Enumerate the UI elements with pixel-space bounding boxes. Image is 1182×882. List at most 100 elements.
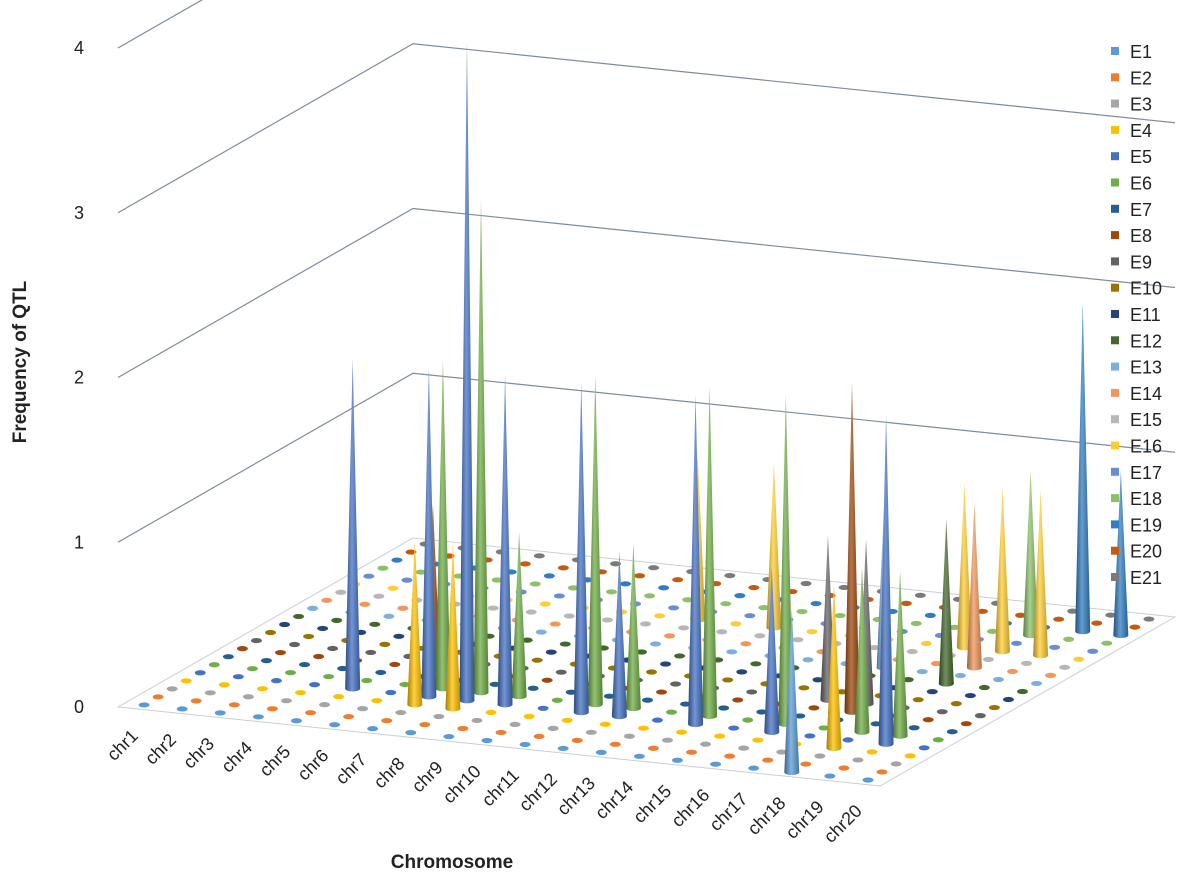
legend-swatch (1111, 178, 1119, 187)
zero-marker (988, 704, 1000, 711)
zero-marker (1105, 612, 1117, 618)
zero-marker (734, 593, 746, 599)
zero-marker (728, 725, 740, 731)
zero-marker (204, 690, 216, 696)
zero-marker (371, 697, 383, 704)
legend-item: E4 (1111, 121, 1152, 141)
legend-label: E9 (1130, 252, 1152, 272)
zero-marker (319, 702, 331, 708)
zero-marker (222, 654, 234, 660)
zero-marker (369, 621, 381, 627)
cone-mark (878, 414, 894, 747)
zero-marker (656, 689, 668, 695)
cone-body (345, 359, 361, 692)
zero-marker (367, 726, 379, 732)
zero-marker (671, 757, 683, 763)
zero-marker (335, 589, 347, 595)
zero-marker (533, 733, 545, 740)
zero-marker (818, 725, 830, 731)
x-tick-label: chr16 (667, 785, 713, 831)
zero-marker (1021, 660, 1033, 666)
legend-swatch (1111, 125, 1119, 134)
zero-marker (290, 718, 302, 724)
zero-marker (1091, 620, 1103, 626)
x-tick-label: chr10 (439, 761, 485, 807)
zero-marker (391, 557, 403, 563)
zero-marker (666, 709, 678, 715)
legend-label: E13 (1130, 358, 1162, 378)
cone-mark (497, 374, 513, 708)
zero-marker (527, 685, 539, 691)
x-tick-label: chr20 (820, 801, 866, 847)
cone-mark (459, 41, 475, 704)
cone-body (1023, 470, 1039, 639)
legend-swatch (1111, 441, 1119, 450)
x-tick-label: chr14 (591, 777, 637, 823)
legend-label: E1 (1130, 42, 1152, 62)
zero-marker (260, 658, 272, 664)
zero-marker (824, 773, 836, 779)
zero-marker (553, 593, 565, 599)
zero-marker (285, 670, 297, 676)
zero-marker (750, 661, 762, 667)
cone-body (421, 366, 437, 700)
zero-marker (1101, 640, 1113, 646)
zero-marker (838, 584, 850, 591)
zero-marker (399, 681, 411, 688)
legend-item: E10 (1111, 279, 1162, 299)
zero-marker (236, 646, 248, 652)
cone-mark (573, 382, 589, 716)
zero-marker (637, 725, 649, 731)
zero-marker (405, 730, 417, 736)
zero-marker (806, 629, 818, 635)
zero-marker (533, 553, 545, 559)
legend-swatch (1111, 467, 1119, 476)
zero-marker (724, 572, 736, 579)
zero-marker (754, 633, 766, 639)
zero-marker (661, 737, 673, 743)
x-tick-label: chr2 (141, 730, 180, 769)
zero-marker (648, 565, 660, 571)
x-tick-label: chr19 (782, 797, 828, 843)
legend-label: E6 (1130, 174, 1152, 194)
legend-swatch (1111, 73, 1119, 82)
zero-marker (978, 684, 990, 691)
zero-marker (605, 589, 617, 595)
zero-marker (218, 682, 230, 688)
zero-marker (519, 561, 531, 567)
y-tick-label: 3 (74, 203, 84, 223)
zero-marker (561, 717, 573, 723)
cone-body (1033, 490, 1049, 659)
zero-marker (549, 621, 561, 627)
zero-marker (852, 757, 864, 763)
zero-marker (389, 661, 401, 668)
zero-marker (810, 600, 822, 607)
zero-marker (641, 697, 653, 703)
cone-body (625, 543, 641, 712)
cone-body (1075, 301, 1091, 635)
cone-body (994, 486, 1010, 655)
cone-body (445, 543, 461, 712)
zero-marker (1015, 612, 1027, 618)
legend-swatch (1111, 336, 1119, 345)
x-tick-label: chr18 (744, 793, 790, 839)
zero-marker (541, 677, 553, 683)
cone-body (854, 567, 870, 735)
zero-marker (208, 662, 220, 668)
zero-marker (838, 765, 850, 771)
zero-marker (539, 601, 551, 607)
zero-marker (563, 613, 575, 619)
zero-marker (375, 669, 387, 676)
legend-item: E9 (1111, 252, 1152, 272)
zero-marker (700, 741, 712, 747)
x-tick-label: chr5 (255, 741, 294, 780)
zero-marker (567, 585, 579, 591)
zero-marker (415, 569, 427, 575)
y-tick-label: 1 (74, 532, 84, 552)
zero-marker (726, 649, 738, 655)
zero-marker (914, 592, 926, 598)
zero-marker (796, 608, 808, 615)
cone-body (938, 518, 954, 687)
zero-marker (433, 713, 445, 720)
cone-body (764, 567, 780, 736)
